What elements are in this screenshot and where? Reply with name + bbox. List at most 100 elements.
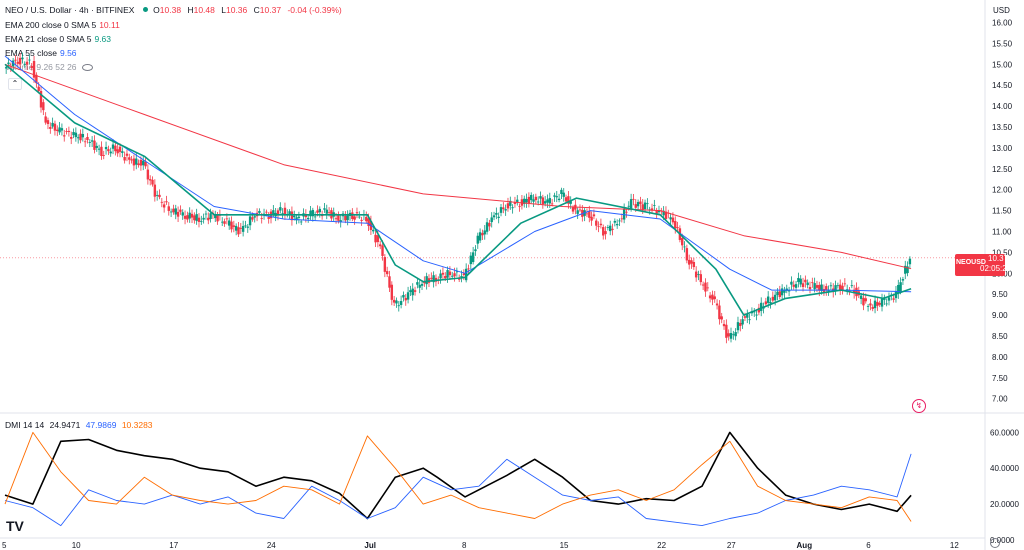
candle-body — [81, 134, 85, 138]
candle-body — [553, 195, 556, 197]
price-axis-tick: 14.50 — [992, 81, 1013, 90]
time-axis-tick: Jul — [364, 541, 376, 550]
candle-body — [385, 271, 389, 275]
tradingview-logo-icon[interactable]: TV — [6, 518, 24, 534]
plus-di-line — [4, 453, 912, 527]
indicator-volume[interactable]: Volume 9.26 52 26 — [5, 62, 96, 72]
candle-body — [502, 207, 505, 210]
candle-body — [318, 208, 321, 213]
price-axis-tick: 10.50 — [992, 248, 1013, 257]
candle-body — [165, 201, 168, 203]
candle-body — [741, 319, 744, 325]
price-axis-tick: 13.50 — [992, 123, 1013, 132]
candle-body — [195, 214, 198, 221]
candle-body — [530, 194, 533, 201]
candle-body — [42, 102, 45, 111]
candle-body — [713, 296, 716, 300]
candle-body — [743, 316, 747, 318]
candle-body — [720, 316, 723, 320]
candle-body — [541, 197, 545, 205]
candle-body — [602, 227, 605, 236]
ohlc-h-label: H — [187, 5, 194, 15]
indicator-value: 9.26 52 26 — [36, 62, 77, 72]
ohlc-change: -0.04 (-0.39%) — [287, 5, 342, 15]
candle-body — [625, 211, 628, 213]
candle-body — [792, 284, 795, 287]
settings-icon[interactable] — [990, 538, 1000, 548]
candle-body — [95, 145, 98, 148]
candle-body — [158, 194, 161, 198]
price-tag-symbol: NEOUSD — [956, 259, 986, 266]
candle-body — [372, 229, 375, 232]
candle-body — [525, 198, 528, 203]
dmi-legend[interactable]: DMI 14 14 24.9471 47.9869 10.3283 — [5, 420, 156, 430]
candle-body — [200, 221, 203, 223]
candle-body — [873, 300, 877, 309]
candle-body — [732, 334, 735, 336]
candle-body — [681, 238, 684, 246]
candle-body — [546, 199, 549, 203]
candle-body — [225, 218, 229, 220]
candle-body — [892, 298, 895, 300]
candle-body — [132, 158, 136, 166]
candle-body — [897, 284, 900, 294]
indicator-ema200[interactable]: EMA 200 close 0 SMA 5 10.11 — [5, 20, 123, 30]
candle-body — [760, 302, 763, 311]
candle-body — [859, 295, 863, 299]
candle-body — [869, 303, 872, 306]
candle-body — [636, 202, 640, 207]
candle-body — [432, 275, 435, 283]
candle-body — [260, 218, 263, 219]
indicator-ema21[interactable]: EMA 21 close 0 SMA 5 9.63 — [5, 34, 114, 44]
candle-body — [469, 255, 473, 265]
candle-body — [406, 292, 410, 300]
candle-body — [376, 235, 380, 243]
candle-body — [446, 270, 449, 278]
candle-body — [671, 217, 675, 223]
candle-body — [49, 126, 52, 129]
candle-body — [7, 62, 10, 64]
candle-body — [351, 212, 354, 219]
price-axis-tick: 8.00 — [992, 353, 1008, 362]
candle-body — [813, 283, 816, 290]
flash-icon[interactable]: ↯ — [912, 399, 926, 413]
candle-body — [339, 220, 342, 223]
candle-body — [864, 298, 867, 302]
candle-body — [237, 227, 240, 235]
ohlc-low: 10.36 — [225, 5, 248, 15]
candle-body — [125, 153, 129, 156]
candle-body — [506, 203, 510, 209]
candle-body — [395, 300, 398, 304]
indicator-ema55[interactable]: EMA 55 close 9.56 — [5, 48, 80, 58]
candle-body — [852, 289, 856, 294]
price-axis-tick: 15.50 — [992, 39, 1013, 48]
currency-label[interactable]: USD — [993, 6, 1010, 15]
candle-body — [448, 271, 452, 276]
candle-body — [4, 67, 8, 69]
candle-body — [293, 215, 296, 218]
price-axis-tick: 8.50 — [992, 332, 1008, 341]
candle-body — [495, 212, 498, 215]
collapse-legend-icon[interactable]: ⌃ — [8, 78, 22, 90]
candle-body — [615, 224, 619, 226]
candle-body — [130, 159, 133, 161]
candle-body — [183, 215, 187, 219]
adx-line — [4, 431, 912, 520]
candle-body — [444, 275, 447, 279]
indicator-label: EMA 55 close — [5, 48, 57, 58]
candle-body — [67, 130, 71, 132]
eye-hidden-icon[interactable] — [81, 64, 93, 72]
candle-body — [60, 128, 64, 131]
candle-body — [504, 209, 507, 211]
candle-body — [606, 227, 610, 228]
candle-body — [611, 228, 614, 230]
candle-body — [107, 149, 110, 152]
candle-body — [53, 123, 57, 131]
candle-body — [409, 290, 412, 293]
candle-body — [627, 205, 630, 207]
symbol-title[interactable]: NEO / U.S. Dollar · 4h · BITFINEX — [5, 5, 135, 15]
candle-body — [806, 282, 809, 286]
candle-body — [181, 212, 184, 216]
ohlc-close: 10.37 — [259, 5, 282, 15]
